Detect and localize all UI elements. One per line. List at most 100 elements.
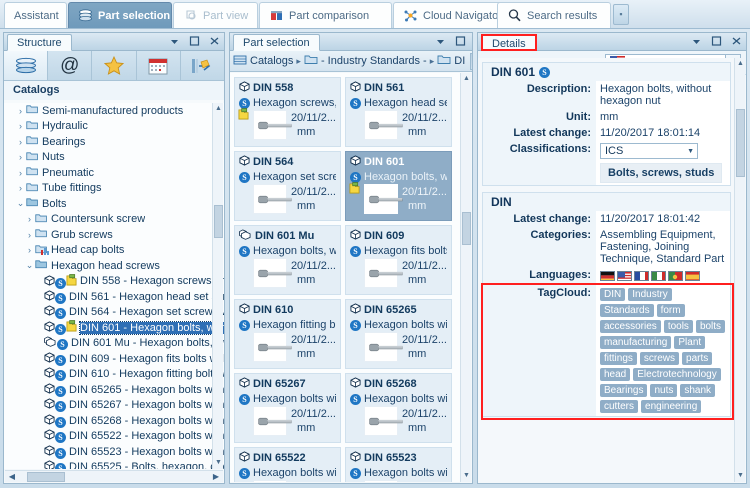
chevron-toggle-icon[interactable]: › [19, 105, 22, 116]
catalog-books-icon[interactable] [4, 51, 49, 80]
part-cards-scrollbar[interactable]: ▲ ▼ [460, 73, 471, 482]
scrollbar-thumb-h[interactable] [27, 471, 65, 482]
catalog-tree[interactable]: › Semi-manufactured products › Hydraulic › Be… [4, 103, 224, 469]
calendar-icon[interactable] [137, 51, 181, 80]
tag-chip[interactable]: engineering [641, 400, 702, 413]
scroll-up-arrow[interactable]: ▲ [215, 105, 222, 112]
tree-item[interactable]: › Countersunk screw [4, 212, 224, 228]
breadcrumb-item-catalogs[interactable]: Catalogs [250, 55, 294, 67]
scroll-up-arrow[interactable]: ▲ [463, 75, 470, 82]
star-favorites-icon[interactable] [92, 51, 137, 80]
breadcrumb-item-industry-standards[interactable]: - Industry Standards - [320, 55, 427, 67]
tree-item[interactable]: › Grub screws [4, 227, 224, 243]
tab-search-results[interactable]: Search results [497, 2, 611, 28]
tag-chip[interactable]: head [600, 368, 631, 381]
tag-chip[interactable]: DIN [600, 288, 626, 301]
scroll-down-arrow[interactable]: ▼ [215, 459, 222, 466]
maximize-icon[interactable] [455, 35, 466, 47]
chevron-toggle-icon[interactable]: › [28, 214, 31, 225]
tag-chip[interactable]: accessories [600, 320, 661, 333]
tab-assistant[interactable]: Assistant [4, 2, 67, 28]
chevron-down-icon[interactable]: ▼ [687, 147, 694, 155]
details-panel-tab[interactable]: Details [481, 34, 537, 51]
details-scrollbar[interactable]: ▲ ▼ [734, 58, 745, 482]
tag-chip[interactable]: cutters [600, 400, 639, 413]
close-icon[interactable] [209, 35, 220, 47]
tree-item[interactable]: › Semi-manufactured products [4, 103, 224, 119]
tag-chip[interactable]: fittings [600, 352, 637, 365]
chevron-toggle-icon[interactable]: › [19, 121, 22, 132]
tree-item[interactable]: › Nuts [4, 150, 224, 166]
export-icon[interactable] [181, 51, 224, 80]
tag-chip[interactable]: Standards [600, 304, 654, 317]
maximize-icon[interactable] [189, 35, 200, 47]
tag-chip[interactable]: Plant [674, 336, 706, 349]
tree-item[interactable]: › Bearings [4, 134, 224, 150]
chevron-toggle-icon[interactable]: › [19, 136, 22, 147]
tag-list[interactable]: DIN Industry Standards form accessories tools… [596, 285, 730, 416]
tag-chip[interactable]: manufacturing [600, 336, 672, 349]
breadcrumb-item-din[interactable]: DI [454, 55, 466, 67]
tab-part-view[interactable]: Part view [173, 2, 258, 28]
scroll-right-arrow[interactable]: ▶ [212, 472, 220, 481]
tree-item[interactable]: › Hydraulic [4, 119, 224, 135]
tag-chip[interactable]: Industry [628, 288, 672, 301]
structure-vertical-scrollbar[interactable]: ▲ ▼ [212, 103, 223, 469]
chevron-toggle-icon[interactable]: › [28, 245, 31, 256]
chevron-down-icon[interactable] [169, 35, 180, 47]
tree-item[interactable]: ⌄ Bolts [4, 196, 224, 212]
tag-chip[interactable]: nuts [650, 384, 678, 397]
tag-chip[interactable]: parts [682, 352, 713, 365]
chevron-toggle-icon[interactable]: › [28, 229, 31, 240]
tree-item[interactable]: › Head cap bolts [4, 243, 224, 259]
scroll-down-arrow[interactable]: ▼ [737, 472, 744, 479]
tag-chip[interactable]: Bearings [600, 384, 648, 397]
part-selection-panel-tab[interactable]: Part selection [233, 34, 320, 51]
tree-item[interactable]: ⌄ Hexagon head screws [4, 258, 224, 274]
tab-part-comparison[interactable]: Part comparison [259, 2, 392, 28]
chevron-down-icon[interactable] [435, 35, 446, 47]
chevron-toggle-icon[interactable]: › [19, 167, 22, 178]
tag-chip[interactable]: tools [663, 320, 693, 333]
structure-horizontal-scrollbar[interactable]: ◀ ▶ [5, 470, 223, 482]
chevron-toggle-icon[interactable]: › [19, 152, 22, 163]
tree-item[interactable]: › Pneumatic [4, 165, 224, 181]
scrollbar-thumb[interactable] [736, 108, 745, 177]
tree-item[interactable]: › Tube fittings [4, 181, 224, 197]
tag-chip[interactable]: shank [680, 384, 716, 397]
classification-chip[interactable]: Bolts, screws, studs [600, 163, 723, 183]
tab-part-selection[interactable]: Part selection [68, 2, 172, 28]
close-icon[interactable] [731, 35, 742, 47]
tag-chip[interactable]: Electrotechnology [633, 368, 721, 381]
chevron-toggle-icon[interactable]: ⌄ [16, 198, 25, 209]
scrollbar-thumb[interactable] [462, 212, 471, 245]
tab-overflow-button[interactable]: ▪ [613, 4, 629, 25]
structure-panel-tab[interactable]: Structure [7, 34, 72, 51]
at-sign-icon[interactable]: @ [48, 51, 93, 80]
tag-chip[interactable]: screws [639, 352, 680, 365]
classification-select[interactable]: ICS ▼ [600, 143, 698, 159]
